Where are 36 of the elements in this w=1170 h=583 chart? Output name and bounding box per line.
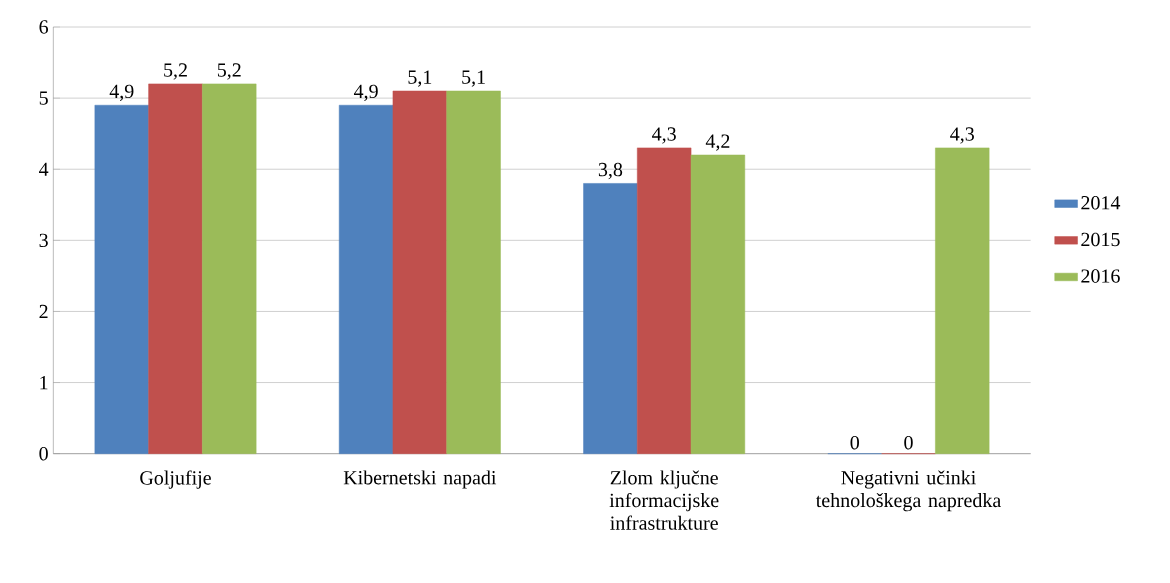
bar [446,90,501,454]
data-label: 5,2 [164,63,187,80]
data-label: 0 [850,435,859,450]
data-label: 5,1 [462,70,485,87]
y-tick-label: 2 [39,304,48,319]
bar [148,83,203,454]
data-label: 4,3 [652,127,676,144]
data-label: 0 [904,435,913,450]
data-label: 4,9 [109,84,134,101]
y-tick-label: 0 [39,446,48,461]
y-tick-label: 4 [39,162,49,176]
x-tick-label: Negativni učinki tehnološkega napredka [815,470,1001,512]
data-label: 4,3 [950,127,974,144]
data-label: 4,9 [353,84,378,101]
x-tick-label: Kibernetski napadi [343,470,497,489]
legend-label: 2015 [1081,232,1120,247]
bar [637,147,692,454]
bar [94,104,149,454]
y-tick-label: 3 [39,233,48,248]
y-tick-label: 5 [39,91,48,105]
bar [202,83,257,454]
data-label: 5,2 [217,63,241,80]
bar [935,147,990,454]
data-label: 4,2 [705,134,730,151]
y-tick-label: 6 [39,20,49,34]
legend-label: 2014 [1081,196,1121,210]
bar [583,183,638,454]
y-tick-label: 1 [40,375,48,390]
x-tick-label: Zlom ključne informacijske infrastrukture [609,470,719,530]
legend-label: 2016 [1081,269,1120,283]
bar [392,90,447,454]
x-tick-label: Goljufije [140,470,211,489]
data-label: 3,8 [598,162,623,180]
bar [338,104,394,454]
data-label: 5,1 [408,70,432,87]
bar [690,154,746,454]
